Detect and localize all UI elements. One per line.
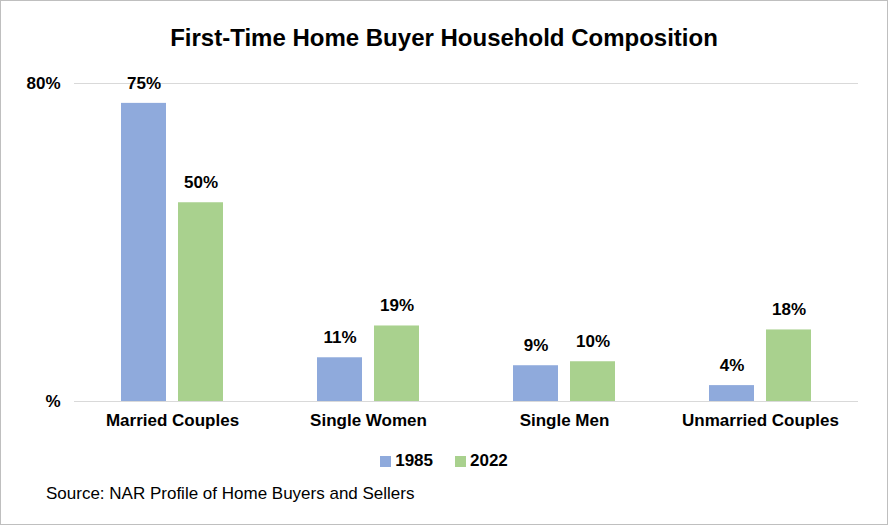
html-text:2022: 2022 <box>470 451 508 470</box>
svg-text:50%: 50% <box>184 173 218 192</box>
html-text:Source: NAR Profile of Home Bu: Source: NAR Profile of Home Buyers and S… <box>46 484 415 503</box>
svg-text:75%: 75% <box>127 74 161 93</box>
svg-text:Single Women: Single Women <box>310 411 427 430</box>
html-text:1985: 1985 <box>395 451 433 470</box>
svg-text:Unmarried Couples: Unmarried Couples <box>682 411 839 430</box>
svg-text:18%: 18% <box>772 300 806 319</box>
svg-text:4%: 4% <box>720 356 745 375</box>
html-text:First-Time Home Buyer Househol: First-Time Home Buyer Household Composit… <box>170 24 718 51</box>
svg-text:10%: 10% <box>576 332 610 351</box>
svg-text:19%: 19% <box>380 296 414 315</box>
svg-text:%: % <box>45 392 60 411</box>
svg-text:80%: 80% <box>26 74 60 93</box>
svg-text:9%: 9% <box>524 336 549 355</box>
svg-text:11%: 11% <box>323 328 356 347</box>
svg-text:Single Men: Single Men <box>520 411 610 430</box>
svg-text:Married Couples: Married Couples <box>106 411 239 430</box>
